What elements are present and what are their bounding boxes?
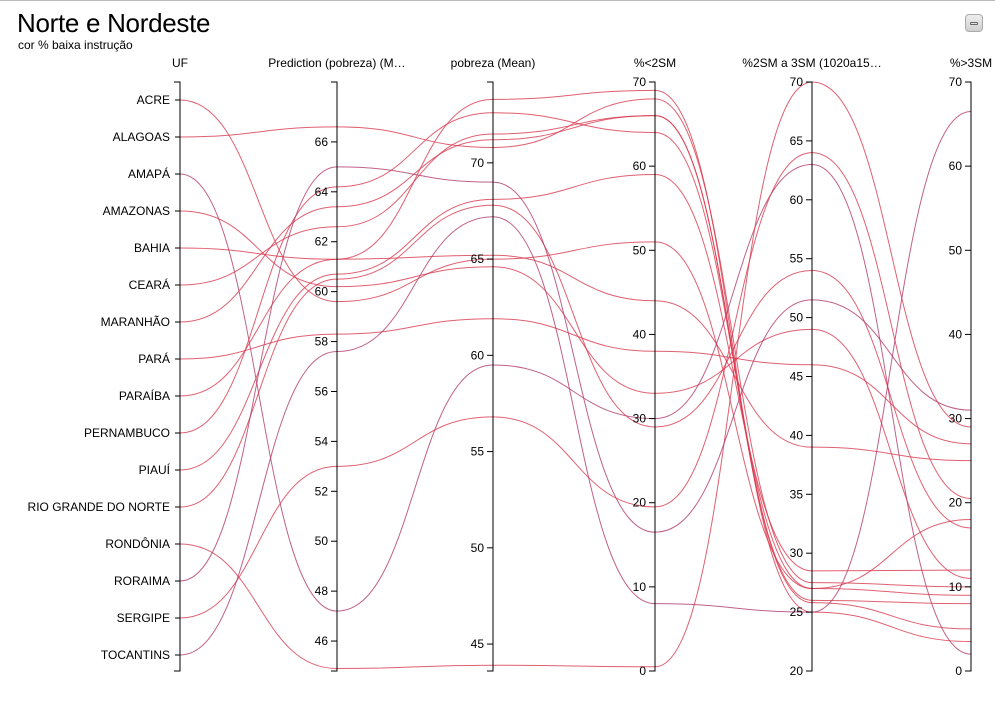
axis-m23: %2SM a 3SM (1020a15… 20 25 30 35 40 45 50 55 60 65…	[742, 56, 881, 678]
series-line-14[interactable]	[179, 152, 972, 619]
series-line-2[interactable]	[179, 163, 972, 655]
tick-label: 50	[315, 534, 329, 548]
tick-label: 40	[790, 428, 804, 442]
tick-label: 54	[315, 434, 329, 448]
axis-label-m23[interactable]: %2SM a 3SM (1020a15…	[742, 56, 881, 70]
tick-label: 55	[471, 445, 485, 459]
tick-label: 65	[471, 252, 485, 266]
tick-label: ALAGOAS	[113, 130, 170, 144]
tick-label: 30	[633, 412, 647, 426]
polylines-group	[179, 81, 972, 670]
tick-label: 65	[790, 134, 804, 148]
series-line-1[interactable]	[179, 98, 972, 588]
tick-label: 30	[790, 546, 804, 560]
series-line-15[interactable]	[179, 110, 972, 656]
axis-pob: pobreza (Mean) 45 50 55 60 65 70	[451, 56, 536, 672]
axis-label-gt3[interactable]: %>3SM	[950, 56, 992, 70]
series-line-9[interactable]	[179, 112, 972, 596]
tick-label: 50	[949, 243, 963, 257]
series-line-10[interactable]	[179, 174, 972, 572]
tick-label: PERNAMBUCO	[84, 426, 170, 440]
tick-label: 46	[315, 634, 329, 648]
tick-label: 0	[639, 664, 646, 678]
tick-label: 60	[949, 159, 963, 173]
series-line-6[interactable]	[179, 115, 972, 605]
axis-gt3: %>3SM 0 10 20 30 40 50 60 70	[949, 56, 993, 678]
tick-label: 20	[949, 496, 963, 510]
tick-label: 60	[633, 159, 647, 173]
axis-pred: Prediction (pobreza) (M… 46 48 50 52 54 56 58 60…	[268, 56, 406, 672]
tick-label: 60	[790, 193, 804, 207]
tick-label: PARÁ	[138, 351, 170, 366]
tick-label: 25	[790, 605, 804, 619]
tick-label: 64	[315, 185, 329, 199]
tick-label: SERGIPE	[117, 611, 170, 625]
tick-label: CEARÁ	[129, 277, 170, 292]
tick-label: AMAZONAS	[103, 204, 170, 218]
tick-label: 62	[315, 235, 329, 249]
series-line-12[interactable]	[179, 81, 972, 670]
tick-label: 48	[315, 584, 329, 598]
tick-label: RORAIMA	[114, 574, 170, 588]
axis-UF: UF ACRE ALAGOAS AMAPÁ AMAZONAS BAHIA CEARÁ MARA…	[28, 56, 188, 672]
tick-label: 35	[790, 487, 804, 501]
tick-label: 55	[790, 252, 804, 266]
tick-label: 66	[315, 135, 329, 149]
axis-line-gt3	[965, 81, 972, 672]
tick-label: RONDÔNIA	[105, 536, 170, 551]
tick-label: RIO GRANDE DO NORTE	[28, 500, 170, 514]
tick-label: PIAUÍ	[139, 462, 171, 477]
tick-label: 50	[790, 311, 804, 325]
tick-label: 45	[471, 637, 485, 651]
tick-label: 0	[955, 664, 962, 678]
tick-label: 58	[315, 335, 329, 349]
tick-label: 70	[471, 156, 485, 170]
tick-label: TOCANTINS	[101, 648, 170, 662]
tick-label: 70	[949, 75, 963, 89]
series-line-11[interactable]	[179, 204, 972, 529]
minimize-icon	[970, 22, 978, 25]
tick-label: 50	[471, 541, 485, 555]
axis-label-pred[interactable]: Prediction (pobreza) (M…	[268, 56, 405, 70]
tick-label: 60	[471, 348, 485, 362]
axis-lt2: %<2SM 0 10 20 30 40 50 60 70	[633, 56, 677, 678]
axis-line-lt2	[649, 81, 656, 672]
axis-label-UF[interactable]: UF	[172, 56, 188, 70]
tick-label: 40	[633, 327, 647, 341]
series-line-3[interactable]	[179, 210, 972, 579]
series-line-5[interactable]	[179, 115, 972, 630]
tick-label: 70	[633, 75, 647, 89]
tick-label: 52	[315, 484, 329, 498]
tick-label: 60	[315, 285, 329, 299]
tick-label: BAHIA	[134, 241, 170, 255]
tick-label: ACRE	[137, 93, 170, 107]
minimize-button[interactable]	[965, 14, 983, 32]
axis-label-lt2[interactable]: %<2SM	[634, 56, 676, 70]
axis-line-pred	[331, 81, 338, 672]
series-line-8[interactable]	[179, 89, 972, 643]
tick-label: 50	[633, 243, 647, 257]
tick-label: MARANHÃO	[101, 315, 170, 329]
tick-label: AMAPÁ	[128, 166, 170, 181]
chart-subtitle: cor % baixa instrução	[18, 38, 133, 52]
tick-label: 45	[790, 370, 804, 384]
tick-label: 40	[949, 327, 963, 341]
series-line-0[interactable]	[179, 99, 972, 590]
tick-label: 56	[315, 384, 329, 398]
tick-label: 20	[790, 664, 804, 678]
axis-line-pob	[487, 81, 494, 672]
tick-label: 10	[633, 580, 647, 594]
axis-label-pob[interactable]: pobreza (Mean)	[451, 56, 536, 70]
chart-title: Norte e Nordeste	[17, 8, 211, 38]
tick-label: 30	[949, 412, 963, 426]
tick-label: 20	[633, 496, 647, 510]
tick-label: 10	[949, 580, 963, 594]
tick-label: PARAÍBA	[119, 388, 170, 403]
axis-line-UF	[174, 81, 181, 672]
top-border	[0, 0, 995, 1]
axes-group: UF ACRE ALAGOAS AMAPÁ AMAZONAS BAHIA CEARÁ MARA…	[28, 56, 993, 678]
tick-label: 70	[790, 75, 804, 89]
series-line-4[interactable]	[179, 247, 972, 462]
